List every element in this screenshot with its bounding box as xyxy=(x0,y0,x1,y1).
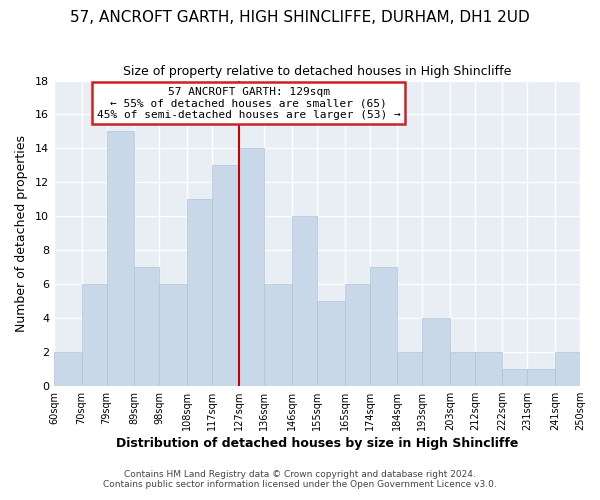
Bar xyxy=(239,148,265,386)
Bar xyxy=(82,284,107,386)
Bar xyxy=(265,284,292,386)
Bar xyxy=(450,352,475,386)
Text: 57, ANCROFT GARTH, HIGH SHINCLIFFE, DURHAM, DH1 2UD: 57, ANCROFT GARTH, HIGH SHINCLIFFE, DURH… xyxy=(70,10,530,25)
Bar xyxy=(475,352,502,386)
Bar xyxy=(212,166,239,386)
Bar xyxy=(555,352,580,386)
Y-axis label: Number of detached properties: Number of detached properties xyxy=(15,134,28,332)
Text: Contains HM Land Registry data © Crown copyright and database right 2024.
Contai: Contains HM Land Registry data © Crown c… xyxy=(103,470,497,489)
Bar xyxy=(422,318,450,386)
Title: Size of property relative to detached houses in High Shincliffe: Size of property relative to detached ho… xyxy=(123,65,511,78)
Bar xyxy=(107,132,134,386)
Bar xyxy=(292,216,317,386)
X-axis label: Distribution of detached houses by size in High Shincliffe: Distribution of detached houses by size … xyxy=(116,437,518,450)
Bar xyxy=(370,267,397,386)
Bar xyxy=(159,284,187,386)
Bar xyxy=(502,368,527,386)
Bar xyxy=(527,368,555,386)
Bar xyxy=(344,284,370,386)
Text: 57 ANCROFT GARTH: 129sqm
← 55% of detached houses are smaller (65)
45% of semi-d: 57 ANCROFT GARTH: 129sqm ← 55% of detach… xyxy=(97,86,400,120)
Bar xyxy=(134,267,159,386)
Bar xyxy=(397,352,422,386)
Bar xyxy=(54,352,82,386)
Bar xyxy=(317,301,344,386)
Bar xyxy=(187,199,212,386)
